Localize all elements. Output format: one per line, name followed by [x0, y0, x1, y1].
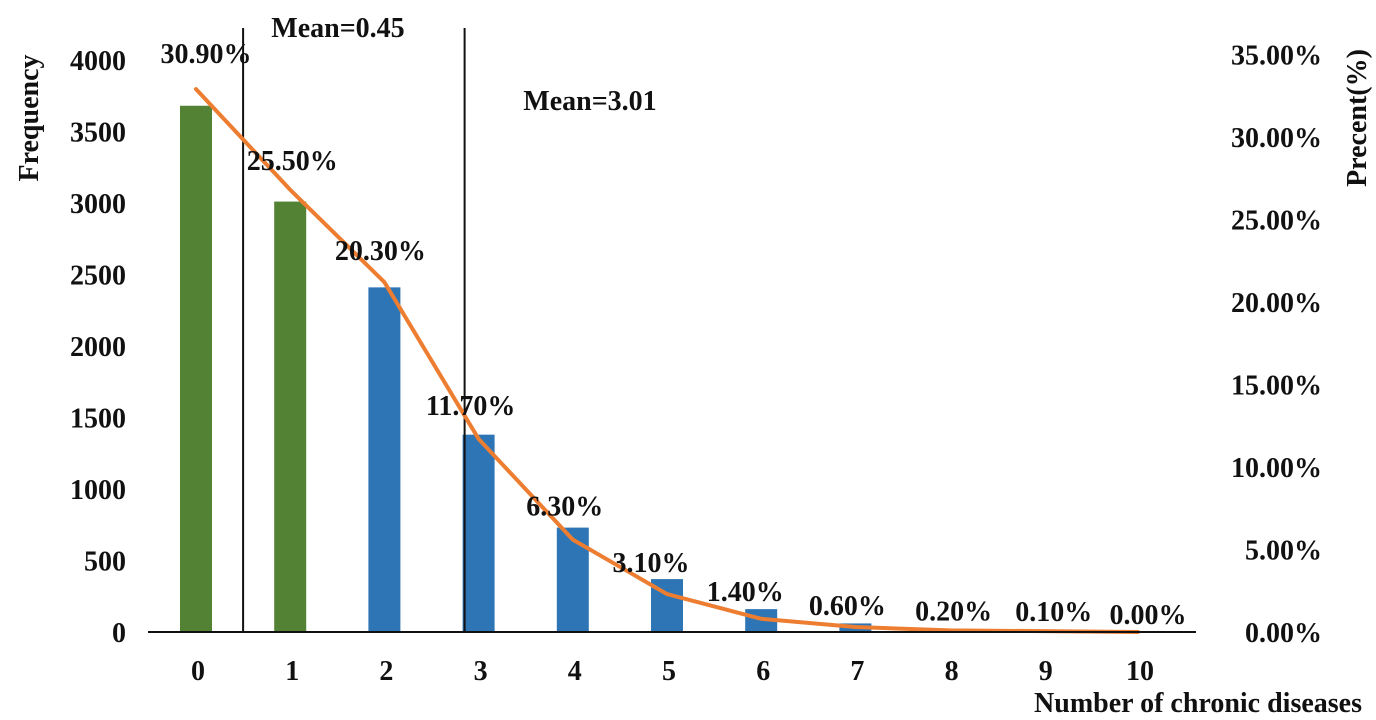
bar-1 — [274, 201, 307, 632]
data-label-3: 11.70% — [426, 391, 515, 422]
x-axis-title: Number of chronic diseases — [1034, 688, 1362, 719]
mean-label-2: Mean=3.01 — [523, 86, 656, 117]
left-tick-label: 4000 — [70, 46, 126, 77]
x-tick-label-1: 1 — [285, 656, 299, 687]
left-tick-label: 1500 — [70, 404, 126, 435]
x-tick-label-9: 9 — [1039, 656, 1053, 687]
x-tick-label-6: 6 — [756, 656, 770, 687]
mean-lines-layer — [242, 28, 466, 632]
right-y-axis-title: Precent(%) — [1342, 49, 1373, 187]
data-label-0: 30.90% — [161, 39, 252, 70]
data-label-10: 0.00% — [1110, 600, 1187, 631]
right-tick-label: 5.00% — [1245, 535, 1322, 566]
x-tick-label-8: 8 — [945, 656, 959, 687]
right-tick-label: 25.00% — [1231, 205, 1322, 236]
left-tick-label: 3500 — [70, 118, 126, 149]
left-tick-label: 3000 — [70, 189, 126, 220]
x-axis-ticks: 0 1 2 3 4 5 6 7 8 9 10 — [191, 656, 1154, 687]
left-tick-label: 2500 — [70, 261, 126, 292]
left-y-axis-ticks: 0 500 1000 1500 2000 2500 3000 3500 4000 — [70, 46, 126, 649]
y-axis-title: Frequency — [14, 54, 45, 181]
x-tick-label-0: 0 — [191, 656, 205, 687]
right-tick-label: 15.00% — [1231, 370, 1322, 401]
right-y-axis-ticks: 0.00% 5.00% 10.00% 15.00% 20.00% 25.00% 30.00%… — [1231, 40, 1322, 649]
data-labels-layer: 30.90% 25.50% 20.30% 11.70% 6.30% 3.10% 1.40% 0… — [161, 39, 1187, 631]
x-tick-label-7: 7 — [850, 656, 864, 687]
data-label-8: 0.20% — [915, 596, 992, 627]
bar-3 — [462, 434, 495, 632]
data-label-6: 1.40% — [707, 577, 784, 608]
data-label-9: 0.10% — [1015, 597, 1092, 628]
data-label-1: 25.50% — [247, 146, 338, 177]
left-tick-label: 500 — [84, 547, 126, 578]
left-tick-label: 2000 — [70, 332, 126, 363]
x-tick-label-5: 5 — [662, 656, 676, 687]
mean-labels-layer: Mean=0.45 Mean=3.01 — [271, 13, 656, 117]
left-tick-label: 0 — [112, 618, 126, 649]
x-tick-label-10: 10 — [1126, 656, 1154, 687]
bar-0 — [180, 105, 212, 632]
data-label-5: 3.10% — [613, 548, 690, 579]
bar-2 — [368, 287, 401, 632]
x-tick-label-4: 4 — [568, 656, 582, 687]
right-tick-label: 35.00% — [1231, 40, 1322, 71]
data-label-4: 6.30% — [526, 492, 603, 523]
data-label-7: 0.60% — [809, 591, 886, 622]
mean-label-1: Mean=0.45 — [271, 13, 404, 44]
right-tick-label: 10.00% — [1231, 453, 1322, 484]
left-tick-label: 1000 — [70, 475, 126, 506]
right-tick-label: 30.00% — [1231, 123, 1322, 154]
bars-layer — [180, 105, 1060, 632]
right-tick-label: 20.00% — [1231, 288, 1322, 319]
x-tick-label-3: 3 — [474, 656, 488, 687]
x-tick-label-2: 2 — [379, 656, 393, 687]
data-label-2: 20.30% — [335, 236, 426, 267]
bar-4 — [556, 527, 589, 632]
right-tick-label: 0.00% — [1245, 618, 1322, 649]
